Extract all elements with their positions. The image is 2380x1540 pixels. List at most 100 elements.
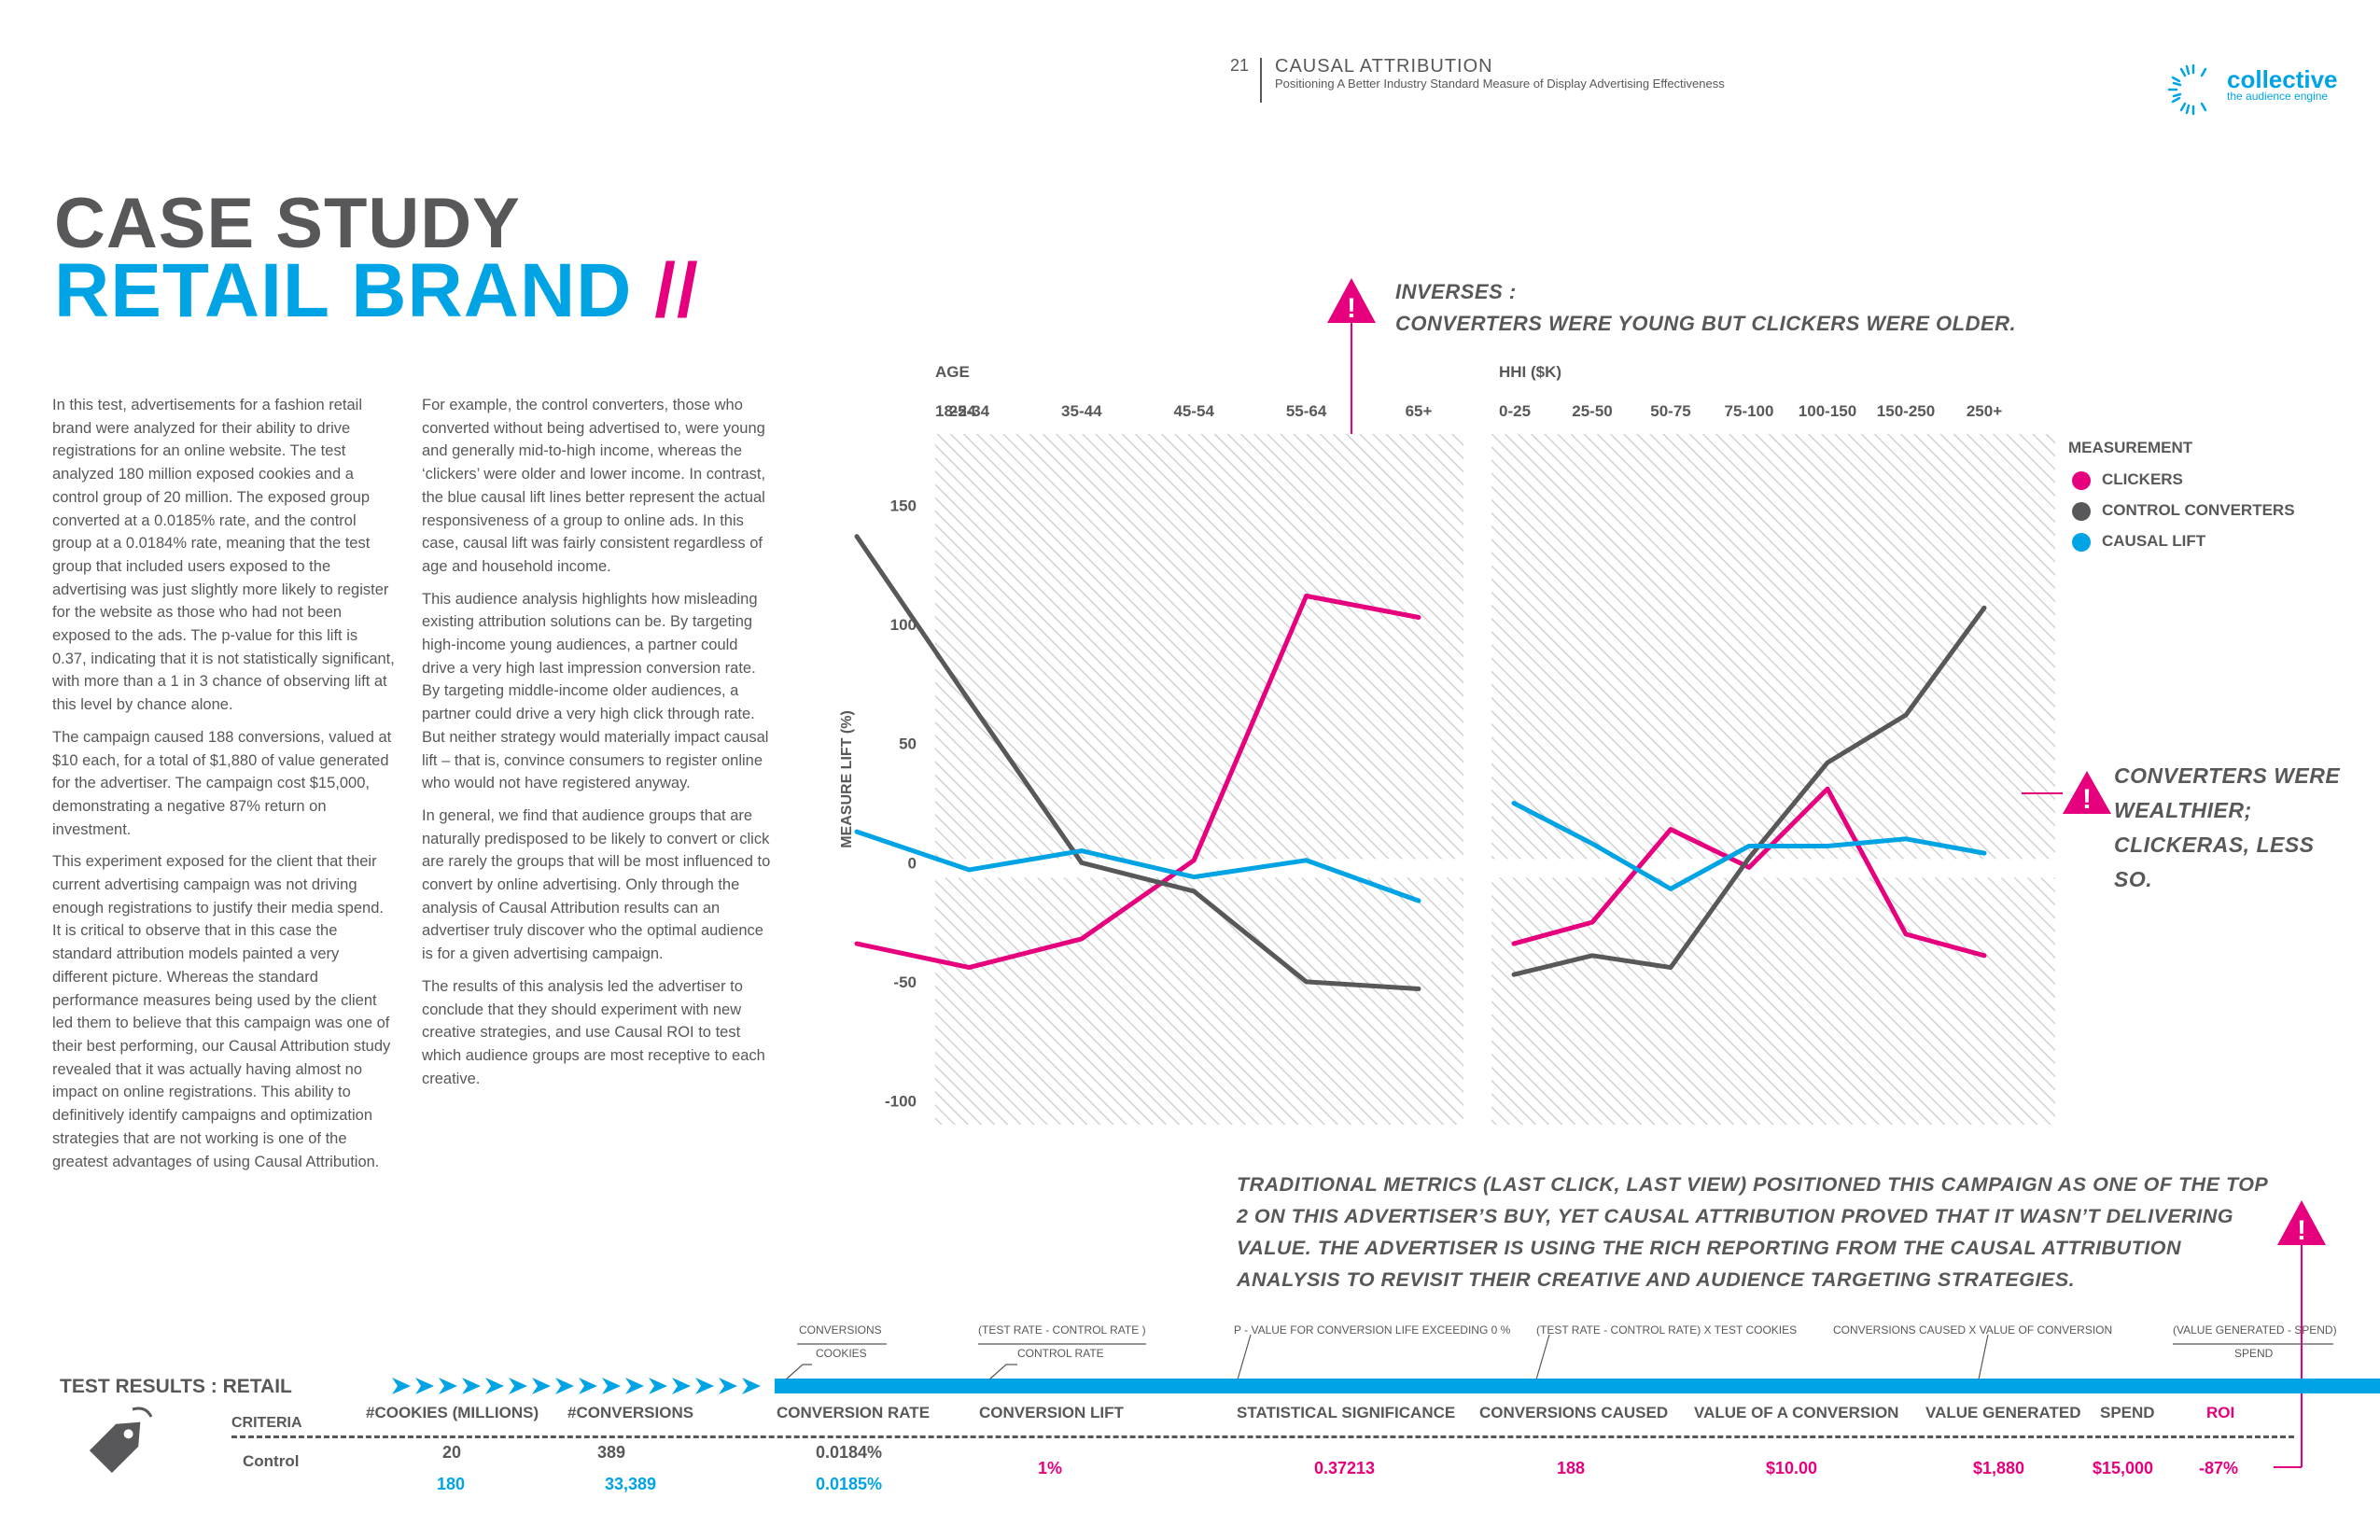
chart-panel-background — [935, 434, 1463, 860]
arrow-chevron-icon — [462, 1378, 481, 1394]
arrow-chevron-icon — [485, 1378, 504, 1394]
formula-significance: P - VALUE FOR CONVERSION LIFE EXCEEDING … — [1234, 1323, 1511, 1337]
arrow-chevron-icon — [719, 1378, 737, 1394]
paragraph: In general, we find that audience groups… — [422, 806, 771, 963]
legend-control-icon — [2072, 502, 2091, 521]
series-line-control-converters — [1511, 605, 1987, 977]
arrow-chevron-icon — [509, 1378, 527, 1394]
series-line-causal-lift — [1511, 801, 1987, 891]
y-tick-label: -50 — [893, 973, 917, 991]
chart-legend: CLICKERS CONTROL CONVERTERS CAUSAL LIFT — [2072, 470, 2352, 564]
results-divider — [231, 1435, 2294, 1438]
results-timeline-bar — [392, 1378, 2380, 1394]
header-divider — [1260, 58, 1262, 103]
callout-inverses: INVERSES : CONVERTERS WERE YOUNG BUT CLI… — [1395, 276, 2049, 340]
col-roi: ROI — [2206, 1404, 2235, 1421]
value-conversion: $10.00 — [1766, 1459, 1818, 1477]
formula-connectors — [785, 1334, 2333, 1380]
series-line-control-converters — [854, 534, 1421, 992]
y-tick-label: -100 — [885, 1092, 917, 1110]
test-cookies: 180 — [437, 1475, 466, 1493]
col-spend: SPEND — [2100, 1404, 2155, 1421]
arrow-chevron-icon — [695, 1378, 714, 1394]
arrow-chevron-icon — [602, 1378, 621, 1394]
control-rate: 0.0184% — [816, 1443, 883, 1462]
row-label-control: Control — [243, 1452, 300, 1470]
x-tick-label: 65+ — [1406, 402, 1433, 420]
chart-panel-background — [1491, 877, 2055, 1125]
x-tick-label: 55-64 — [1286, 402, 1327, 420]
col-conversion-rate: CONVERSION RATE — [777, 1404, 931, 1421]
arrow-chevron-icon — [625, 1378, 644, 1394]
y-tick-label: 50 — [899, 735, 917, 753]
series-line-clickers — [854, 594, 1421, 971]
alert-triangle-icon: ! — [2274, 1200, 2326, 1468]
arrow-chevron-icon — [649, 1378, 667, 1394]
col-conversion-lift: CONVERSION LIFT — [979, 1404, 1124, 1421]
x-axis-title: AGE — [935, 363, 970, 381]
formula-roi-top: (VALUE GENERATED - SPEND) — [2173, 1323, 2337, 1337]
paragraph: In this test, advertisements for a fashi… — [52, 397, 395, 714]
svg-text:!: ! — [1347, 293, 1356, 324]
page-title-line2: RETAIL BRAND // — [54, 247, 699, 335]
value-roi: -87% — [2199, 1459, 2239, 1477]
callout-wealthier: CONVERTERS WERE WEALTHIER; CLICKERAS, LE… — [2114, 759, 2357, 897]
callout-inverses-text: CONVERTERS WERE YOUNG BUT CLICKERS WERE … — [1395, 312, 2017, 335]
svg-text:!: ! — [2082, 784, 2092, 815]
callout-wealthier-line3: CLICKERAS, LESS SO. — [2114, 833, 2315, 891]
callout-inverses-title: INVERSES : — [1395, 280, 1517, 303]
control-conversions: 389 — [597, 1443, 626, 1462]
section-title: CAUSAL ATTRIBUTION — [1275, 56, 1493, 77]
callout-traditional: TRADITIONAL METRICS (LAST CLICK, LAST VI… — [1237, 1173, 2268, 1291]
col-conversions-caused: CONVERSIONS CAUSED — [1479, 1404, 1669, 1421]
arrow-chevron-icon — [392, 1378, 411, 1394]
legend-title: MEASUREMENT — [2068, 439, 2193, 456]
y-tick-label: 0 — [908, 854, 917, 872]
arrow-chevron-icon — [415, 1378, 434, 1394]
formula-caused: (TEST RATE - CONTROL RATE) X TEST COOKIE… — [1536, 1323, 1798, 1337]
logo-tagline: the audience engine — [2227, 90, 2329, 103]
value-significance: 0.37213 — [1314, 1459, 1376, 1477]
arrow-chevron-icon — [439, 1378, 457, 1394]
col-value-conversion: VALUE OF A CONVERSION — [1694, 1404, 1899, 1421]
col-conversions: #CONVERSIONS — [567, 1404, 694, 1421]
section-subtitle: Positioning A Better Industry Standard M… — [1275, 77, 1725, 91]
page-title-line1: CASE STUDY — [54, 184, 521, 263]
page-number: 21 — [1230, 56, 1250, 75]
y-tick-label: 100 — [890, 616, 917, 634]
x-tick-label: 100-150 — [1799, 402, 1856, 420]
arrow-chevron-icon — [555, 1378, 574, 1394]
formula-rate-top: CONVERSIONS — [799, 1323, 882, 1337]
x-axis-title: HHI ($K) — [1499, 363, 1561, 381]
x-tick-label: 45-54 — [1173, 402, 1214, 420]
arrow-chevron-icon — [742, 1378, 761, 1394]
formula-roi-bottom: SPEND — [2234, 1347, 2274, 1360]
col-significance: STATISTICAL SIGNIFICANCE — [1237, 1404, 1456, 1421]
value-spend: $15,000 — [2093, 1459, 2154, 1477]
collective-logo-icon — [2167, 63, 2207, 116]
value-generated: $1,880 — [1973, 1459, 2025, 1477]
y-axis-label: MEASURE LIFT (%) — [839, 710, 855, 848]
paragraph: This audience analysis highlights how mi… — [422, 590, 769, 792]
body-column-1: In this test, advertisements for a fashi… — [52, 394, 396, 1183]
legend-causal-icon — [2072, 533, 2091, 552]
title-brand: RETAIL BRAND — [54, 248, 633, 333]
control-cookies: 20 — [442, 1443, 462, 1462]
legend-item-control: CONTROL CONVERTERS — [2102, 501, 2295, 519]
x-tick-label: 250+ — [1967, 402, 2002, 420]
callout-wealthier-line2: WEALTHIER; — [2114, 798, 2252, 822]
test-results-title: TEST RESULTS : RETAIL — [60, 1376, 292, 1397]
y-tick-label: 150 — [890, 497, 917, 515]
x-tick-label: 150-250 — [1877, 402, 1935, 420]
formula-lift-bottom: CONTROL RATE — [1017, 1347, 1104, 1360]
arrow-chevron-icon — [532, 1378, 551, 1394]
x-tick-label: 0-25 — [1499, 402, 1531, 420]
chart-panel-background — [935, 877, 1463, 1125]
price-tag-icon — [89, 1407, 153, 1474]
test-rate: 0.0185% — [816, 1475, 883, 1493]
series-line-clickers — [1511, 786, 1987, 959]
logo-wordmark: collective — [2227, 65, 2338, 93]
title-slashes: // — [654, 248, 699, 333]
arrow-chevron-icon — [579, 1378, 597, 1394]
paragraph: The campaign caused 188 conversions, val… — [52, 728, 392, 838]
